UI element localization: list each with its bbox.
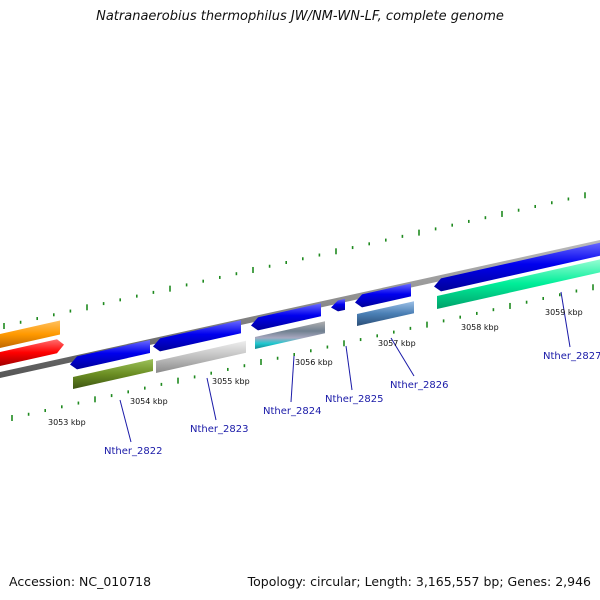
cds-arrow [331,298,345,312]
accession-text: Accession: NC_010718 [9,574,152,589]
ruler-label-3056: 3056 kbp [295,358,333,367]
ruler-label-3053: 3053 kbp [48,418,86,427]
gene-label-nther-2826[interactable]: Nther_2826 [390,380,448,391]
gene-label-nther-2822[interactable]: Nther_2822 [104,446,162,457]
gene-bar-nther-2826 [357,301,414,326]
gene-label-nther-2825[interactable]: Nther_2825 [325,394,383,405]
ruler-label-3057: 3057 kbp [378,339,416,348]
ruler-label-3058: 3058 kbp [461,323,499,332]
cds-arrow [153,320,241,352]
genome-title: Natranaerobius thermophilus JW/NM-WN-LF,… [96,9,504,24]
leader-nther-2825 [345,345,353,391]
gene-bar-nther-2824 [255,321,325,349]
gene-bar-nther-2827 [437,259,600,309]
ruler-label-3055: 3055 kbp [212,377,250,386]
ruler-label-3054: 3054 kbp [130,397,168,406]
genome-summary-text: Topology: circular; Length: 3,165,557 bp… [247,574,591,589]
gene-label-nther-2823[interactable]: Nther_2823 [190,424,248,435]
gene-labels: Nther_2822 Nther_2823 Nther_2824 Nther_2… [104,351,600,457]
leader-nther-2824 [290,355,295,403]
ruler-labels: 3053 kbp 3054 kbp 3055 kbp 3056 kbp 3057… [48,308,583,427]
cds-arrow [355,283,411,308]
cds-arrow [70,340,150,370]
gene-bar-nther-2823 [156,340,246,373]
gene-bar-orange [0,320,60,348]
gene-bar-red [0,339,64,366]
ruler-dots [3,192,594,421]
label-leaders [119,291,571,443]
leader-nther-2826 [390,337,415,377]
cds-arrow [251,303,321,331]
leader-nther-2822 [119,399,132,443]
gene-bar-nther-2822 [73,359,153,389]
leader-nther-2827 [560,291,571,348]
leader-nther-2823 [206,377,217,421]
ruler-label-3059: 3059 kbp [545,308,583,317]
gene-label-nther-2824[interactable]: Nther_2824 [263,406,321,417]
feature-track [0,242,600,389]
cds-arrow [434,242,600,292]
gene-label-nther-2827[interactable]: Nther_2827 [543,351,600,362]
